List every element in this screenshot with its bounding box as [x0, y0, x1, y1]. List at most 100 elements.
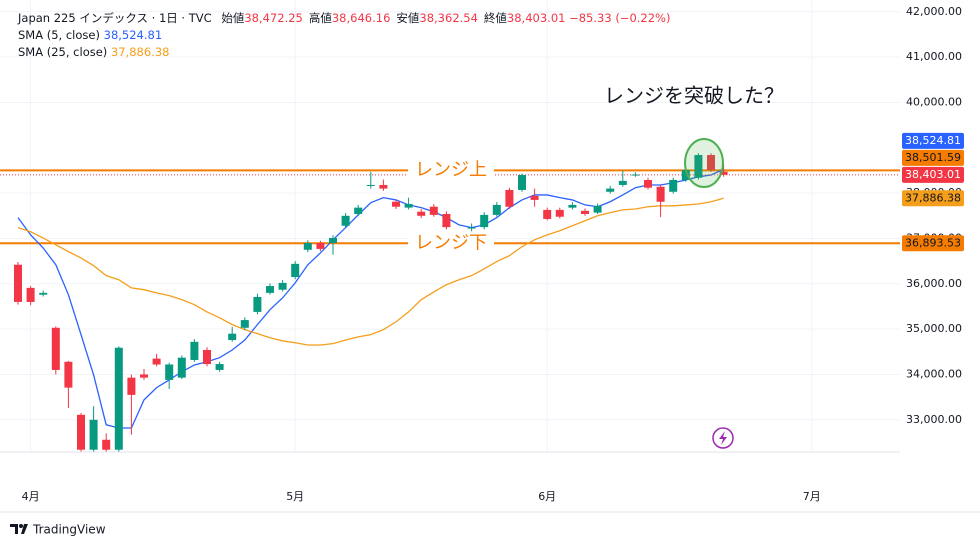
candle-body: [681, 170, 690, 180]
y-tick-label: 34,000.00: [906, 367, 962, 380]
y-tick-label: 35,000.00: [906, 322, 962, 335]
candle-body: [568, 204, 577, 208]
candle-body: [152, 358, 161, 365]
candle-body: [266, 286, 274, 293]
candle-body: [530, 195, 539, 200]
legend-row: SMA (5, close) 38,524.81: [18, 28, 162, 42]
range-label: レンジ下: [415, 232, 487, 253]
candle-body: [480, 214, 489, 228]
price-box: [902, 132, 964, 149]
y-tick-label: 36,000.00: [906, 277, 962, 290]
candle-body: [165, 364, 174, 380]
candle-body: [442, 213, 451, 228]
candle-body: [694, 155, 703, 178]
sma-line: [17, 168, 724, 429]
ohlc-value: 38,472.25: [244, 11, 303, 25]
legend-value: 38,524.81: [103, 28, 163, 42]
range-label: レンジ上: [415, 159, 487, 180]
candle-body: [492, 204, 501, 215]
legend-name: SMA (5, close): [18, 28, 100, 42]
candle-body: [581, 210, 589, 214]
candle-body: [644, 179, 652, 188]
candle-body: [379, 184, 388, 189]
candle-body: [656, 186, 665, 202]
y-tick-label: 40,000.00: [906, 95, 962, 108]
x-tick-label: 5月: [286, 490, 304, 503]
candle-body: [190, 341, 199, 360]
candle-body: [114, 347, 123, 450]
candle-body: [366, 184, 375, 186]
candle-body: [39, 292, 48, 295]
candle-body: [316, 243, 325, 249]
candle-body: [606, 188, 615, 192]
candle-body: [354, 207, 363, 214]
candle-body: [707, 155, 715, 171]
candle-body: [177, 357, 186, 378]
header-row: Japan 225 インデックス · 1日 · TVC 始値38,472.25 高…: [18, 10, 670, 26]
ohlc-label: 終値: [483, 11, 507, 25]
candle-body: [77, 414, 85, 450]
price-box-label: 38,524.81: [905, 134, 961, 147]
candle-body: [417, 211, 426, 216]
ohlc-value: 38,646.16: [331, 11, 391, 25]
x-tick-label: 6月: [538, 490, 556, 503]
y-tick-label: 41,000.00: [906, 50, 962, 63]
candle-body: [26, 287, 35, 302]
candle-body: [140, 374, 148, 378]
ohlc-value: 38,362.54: [419, 11, 478, 25]
candle-body: [215, 364, 224, 370]
y-tick-label: 42,000.00: [906, 5, 962, 18]
price-box: [902, 149, 964, 166]
candle-body: [14, 264, 22, 302]
legend-value: 37,886.38: [110, 45, 170, 59]
candle-body: [127, 377, 136, 395]
candle-body: [593, 205, 602, 213]
logo: TradingView: [10, 523, 106, 537]
symbol: Japan 225 インデックス · 1日 · TVC: [18, 11, 212, 25]
highlight-circle: [684, 138, 724, 188]
candle-body: [303, 243, 312, 250]
candle-body: [719, 171, 728, 175]
candles: [14, 153, 728, 452]
price-axis: 33,000.0034,000.0035,000.0036,000.0037,0…: [22, 5, 964, 503]
candle-body: [240, 320, 249, 328]
candle-body: [89, 419, 98, 450]
sma-line: [17, 197, 724, 346]
price-box: [902, 166, 964, 183]
candle-body: [341, 215, 350, 226]
change: −85.33 (−0.22%): [569, 11, 671, 25]
legend-name: SMA (25, close): [18, 45, 108, 59]
x-tick-label: 7月: [803, 490, 821, 503]
ohlc-label: 安値: [396, 11, 420, 25]
candle-body: [203, 349, 211, 365]
candle-body: [64, 361, 73, 388]
lightning-icon: [712, 427, 734, 449]
candle-body: [555, 209, 564, 217]
candle-body: [505, 189, 514, 207]
candle-body: [278, 282, 287, 290]
label-bg: [408, 158, 494, 183]
price-box-label: 38,403.01: [905, 168, 961, 181]
candle-body: [228, 333, 237, 341]
price-box-label: 36,893.53: [905, 236, 961, 249]
candle-body: [429, 206, 438, 215]
ohlc-label: 高値: [308, 11, 332, 25]
candle-body: [329, 238, 337, 244]
x-tick-label: 4月: [22, 490, 40, 503]
candle-body: [467, 227, 476, 229]
candle-body: [618, 180, 627, 185]
legend-row: SMA (25, close) 37,886.38: [18, 45, 169, 59]
candle-body: [404, 204, 413, 208]
candle-body: [518, 174, 526, 190]
annotation: レンジを突破した？: [604, 84, 784, 108]
price-box: [902, 190, 964, 207]
candle-body: [669, 179, 678, 192]
candle-body: [253, 296, 262, 312]
candle-body: [291, 263, 300, 278]
ohlc-value: 38,403.01: [506, 11, 566, 25]
y-tick-label: 33,000.00: [906, 413, 962, 426]
price-box: [902, 235, 964, 252]
ohlc: 始値38,472.25 高値38,646.16 安値38,362.54 終値38,40…: [215, 11, 565, 25]
